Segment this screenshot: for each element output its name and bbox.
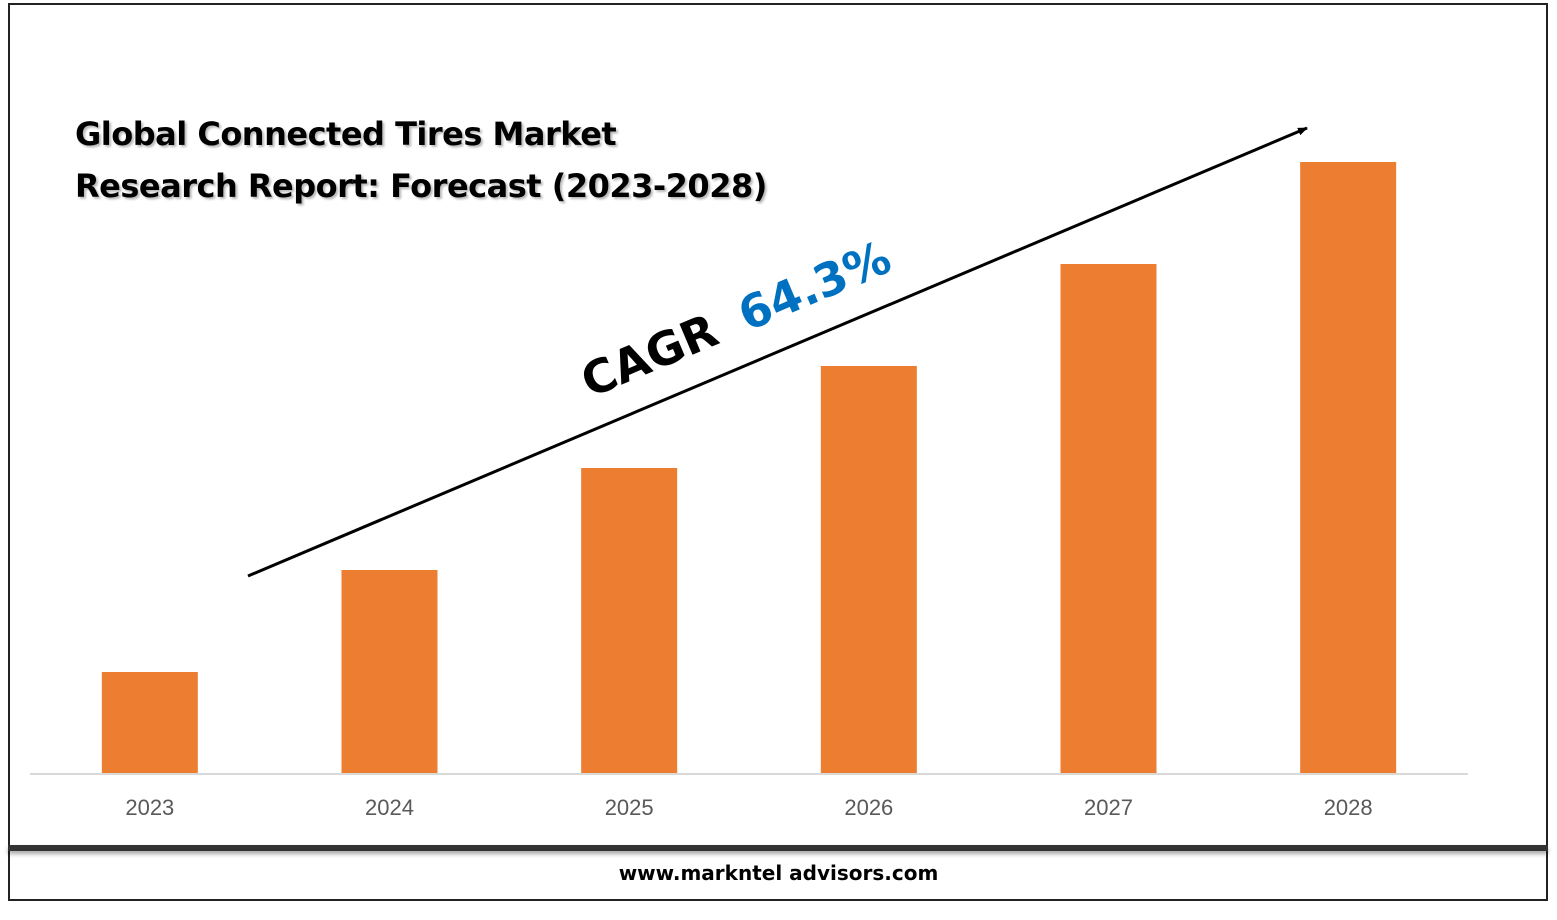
chart-title-line-2: Research Report: Forecast (2023-2028) <box>75 167 767 205</box>
x-tick-label-2024: 2024 <box>365 795 414 820</box>
bars-group <box>101 162 1397 774</box>
bar-2024 <box>341 570 438 774</box>
x-tick-label-2023: 2023 <box>125 795 174 820</box>
chart-title: Global Connected Tires Market Research R… <box>75 108 767 212</box>
trend-arrow <box>247 126 1308 578</box>
bar-2028 <box>1300 162 1397 774</box>
x-tick-labels: 2023 2024 2025 2026 2027 2028 <box>125 795 1372 820</box>
chart-frame <box>8 3 1548 901</box>
x-tick-label-2025: 2025 <box>605 795 654 820</box>
cagr-value: 64.3% <box>730 230 898 342</box>
chart-title-line-1: Global Connected Tires Market <box>75 115 617 153</box>
bar-2023 <box>101 672 198 774</box>
x-tick-label-2027: 2027 <box>1084 795 1133 820</box>
footer-url: www.markntel advisors.com <box>618 861 939 885</box>
x-tick-label-2028: 2028 <box>1324 795 1373 820</box>
bar-2027 <box>1060 264 1157 774</box>
bar-2026 <box>820 366 917 774</box>
bar-2025 <box>581 468 678 774</box>
footer-divider <box>8 845 1548 851</box>
cagr-prefix: CAGR <box>573 303 725 408</box>
x-tick-label-2026: 2026 <box>844 795 893 820</box>
